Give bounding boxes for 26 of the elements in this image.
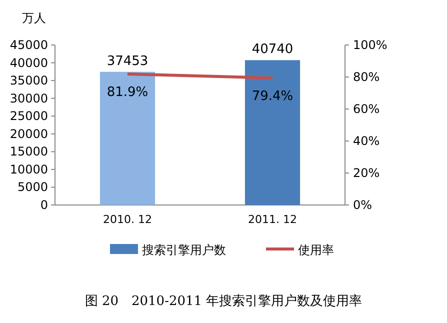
y-axis-title: 万人 xyxy=(22,11,46,25)
y-tick-label: 45000 xyxy=(10,38,48,52)
y2-tick-label: 40% xyxy=(353,134,380,148)
caption: 图 20 2010-2011 年搜索引擎用户数及使用率 xyxy=(84,293,362,309)
y-tick-label: 20000 xyxy=(10,126,48,141)
data-label: 40740 xyxy=(252,42,294,58)
y2-tick-label: 60% xyxy=(353,102,380,116)
legend-label: 使用率 xyxy=(298,243,334,257)
y2-tick-label: 80% xyxy=(353,70,380,84)
x-tick-label: 2011. 12 xyxy=(248,213,297,226)
data-label: 37453 xyxy=(106,54,148,69)
y2-tick-label: 0% xyxy=(353,198,372,212)
y-tick-label: 35000 xyxy=(10,74,48,88)
y-tick-label: 5000 xyxy=(17,180,48,194)
legend-label: 搜索引擎用户数 xyxy=(142,243,226,257)
x-tick-label: 2010. 12 xyxy=(103,213,152,226)
y2-tick-label: 20% xyxy=(353,166,380,180)
y2-tick-label: 100% xyxy=(353,38,388,52)
y-tick-label: 10000 xyxy=(10,162,48,176)
data-label: 79.4% xyxy=(252,88,294,104)
y-tick-label: 15000 xyxy=(10,144,48,159)
y-tick-label: 30000 xyxy=(10,91,48,106)
data-label: 81.9% xyxy=(106,84,148,100)
y-tick-label: 25000 xyxy=(10,109,48,124)
y-tick-label: 40000 xyxy=(10,56,48,70)
y-tick-label: 0 xyxy=(40,198,48,212)
